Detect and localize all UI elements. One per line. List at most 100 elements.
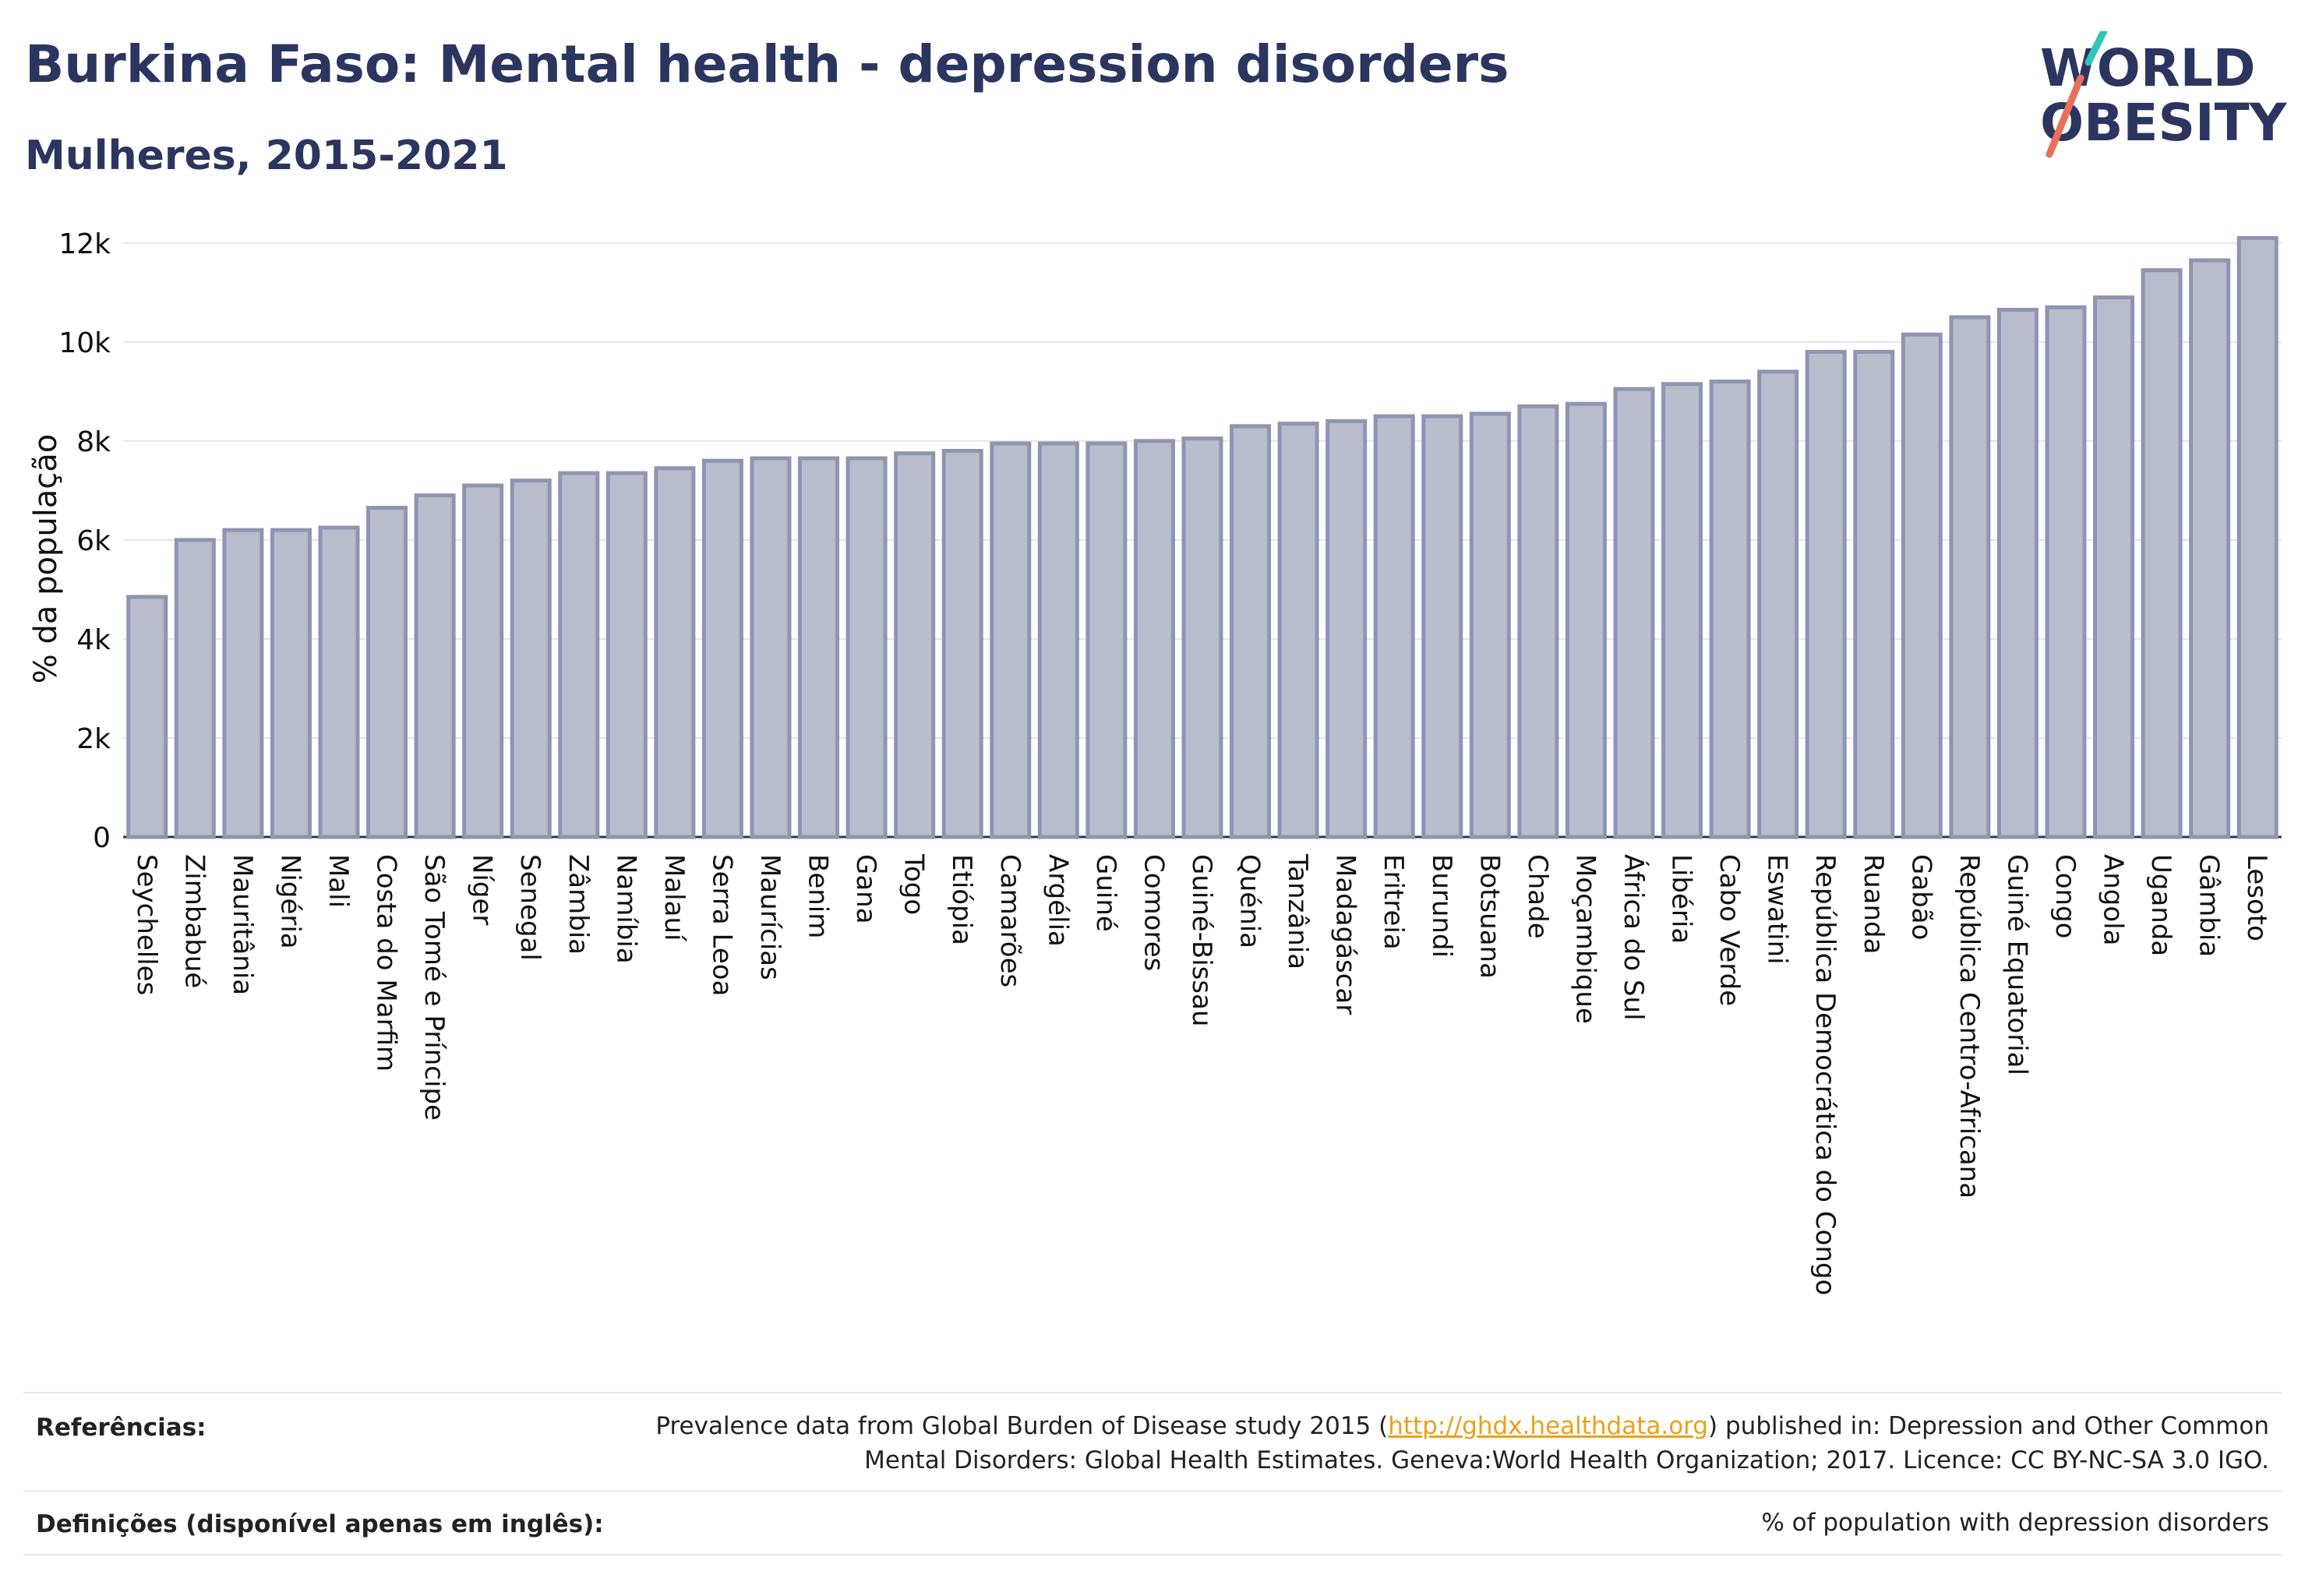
bar-Gâmbia[interactable]	[2189, 258, 2231, 839]
bar-República Democrática do Congo[interactable]	[1805, 350, 1847, 839]
bar-chart: 0 2k 4k 6k 8k 10k 12k Seychelles Zimbabué Maurit…	[28, 228, 2282, 1295]
footer-divider-bottom	[23, 1554, 2282, 1555]
bar-Maurícias[interactable]	[750, 456, 792, 839]
bar-Burundi[interactable]	[1421, 414, 1463, 839]
x-tick-label: Senegal	[514, 854, 545, 961]
references-line2: Mental Disorders: Global Health Estimate…	[864, 1446, 2269, 1474]
bar-Moçambique[interactable]	[1565, 401, 1607, 839]
x-tick-label: República Centro-Africana	[1954, 854, 1985, 1199]
x-tick-label: Malauí	[658, 854, 690, 942]
x-tick-label: Gabão	[1905, 854, 1936, 940]
bar-Senegal[interactable]	[510, 478, 552, 839]
bar-Seychelles[interactable]	[126, 595, 168, 839]
references-text: Prevalence data from Global Burden of Di…	[655, 1409, 2269, 1478]
bar-Benim[interactable]	[798, 456, 840, 839]
bar-Cabo Verde[interactable]	[1709, 380, 1751, 839]
x-tick-label: Uganda	[2145, 854, 2176, 956]
bar-Etiópia[interactable]	[941, 449, 983, 839]
bar-Mali[interactable]	[318, 525, 360, 839]
x-tick-label: Quénia	[1234, 854, 1265, 948]
x-tick-label: Tanzânia	[1282, 853, 1313, 969]
x-tick-label: Eswatini	[1762, 854, 1793, 965]
bar-Botsuana[interactable]	[1469, 411, 1511, 839]
bar-Serra Leoa[interactable]	[701, 458, 743, 839]
bars	[126, 235, 2279, 839]
x-tick-label: Chade	[1522, 854, 1553, 939]
y-axis-label: % da população	[28, 434, 64, 684]
bar-Eritreia[interactable]	[1373, 414, 1415, 839]
bar-Níger[interactable]	[462, 483, 504, 839]
bar-Tanzânia[interactable]	[1277, 422, 1319, 839]
bar-Guiné-Bissau[interactable]	[1181, 436, 1223, 839]
x-tick-label: Nigéria	[274, 854, 305, 949]
references-section: Referências: Prevalence data from Global…	[23, 1409, 2282, 1487]
bar-Gabão[interactable]	[1901, 332, 1943, 839]
bar-Guiné[interactable]	[1085, 441, 1128, 839]
y-tick-label: 6k	[76, 525, 111, 557]
bar-Congo[interactable]	[2045, 305, 2087, 839]
y-tick-label: 0	[93, 822, 111, 854]
world-obesity-logo: WORLD OBESITY	[2040, 31, 2288, 158]
footer-divider-middle	[23, 1490, 2282, 1492]
x-tick-label: Etiópia	[946, 854, 977, 945]
x-tick-label: Níger	[467, 854, 498, 925]
x-tick-label: Angola	[2098, 854, 2129, 945]
bar-Togo[interactable]	[894, 451, 936, 839]
x-tick-label: Burundi	[1426, 854, 1457, 958]
x-tick-label: República Democrática do Congo	[1809, 854, 1841, 1295]
bar-Quénia[interactable]	[1230, 424, 1272, 839]
x-tick-label: Togo	[898, 853, 930, 915]
y-tick-label: 4k	[76, 624, 111, 656]
bar-República Centro-Africana[interactable]	[1949, 315, 1991, 839]
bar-São Tomé e Príncipe[interactable]	[414, 493, 456, 839]
bar-Angola[interactable]	[2093, 295, 2135, 839]
definitions-text: % of population with depression disorder…	[1761, 1509, 2269, 1537]
bar-Madagáscar[interactable]	[1325, 418, 1368, 839]
bar-Eswatini[interactable]	[1757, 369, 1799, 839]
definitions-section: Definições (disponível apenas em inglês)…	[23, 1506, 2282, 1549]
bar-Camarões[interactable]	[990, 441, 1032, 839]
x-tick-label: Moçambique	[1569, 854, 1601, 1024]
x-tick-label: Zâmbia	[563, 854, 594, 955]
logo-line2: OBESITY	[2040, 93, 2288, 153]
x-tick-label: Ruanda	[1858, 854, 1889, 954]
bar-Ruanda[interactable]	[1853, 350, 1895, 839]
x-tick-label: Congo	[2049, 854, 2081, 938]
bar-Argélia[interactable]	[1037, 441, 1079, 839]
x-tick-label: Guiné	[1090, 854, 1121, 932]
bar-Malauí[interactable]	[654, 466, 696, 839]
x-tick-label: Guiné-Bissau	[1186, 854, 1217, 1026]
logo-slash-teal	[2084, 31, 2108, 66]
bar-Zimbabué[interactable]	[174, 538, 216, 839]
references-pre: Prevalence data from Global Burden of Di…	[655, 1412, 1389, 1440]
bar-Gana[interactable]	[845, 456, 888, 839]
bar-Mauritânia[interactable]	[222, 528, 264, 839]
bar-Namíbia[interactable]	[605, 471, 648, 839]
bar-Lesoto[interactable]	[2236, 235, 2279, 839]
x-tick-label: Libéria	[1666, 854, 1697, 944]
logo-slash-coral	[2046, 74, 2084, 158]
x-tick-label: Cabo Verde	[1714, 854, 1745, 1006]
bar-Chade[interactable]	[1517, 404, 1559, 839]
bar-África do Sul[interactable]	[1613, 387, 1655, 839]
x-axis-labels: Seychelles Zimbabué Mauritânia Nigéria Mali C…	[131, 853, 2272, 1295]
x-tick-label: Mali	[323, 854, 354, 908]
x-tick-label: Zimbabué	[178, 854, 210, 988]
y-axis-ticks: 0 2k 4k 6k 8k 10k 12k	[58, 228, 111, 854]
bar-Uganda[interactable]	[2141, 268, 2183, 839]
y-tick-label: 10k	[58, 327, 111, 359]
bar-Libéria[interactable]	[1661, 382, 1703, 839]
bar-Comores[interactable]	[1133, 439, 1175, 839]
bar-Guiné Equatorial[interactable]	[1996, 308, 2038, 839]
references-link[interactable]: http://ghdx.healthdata.org	[1388, 1412, 1709, 1440]
x-tick-label: Maurícias	[754, 854, 785, 980]
x-tick-label: Camarões	[994, 854, 1025, 987]
bar-Nigéria[interactable]	[270, 528, 312, 839]
x-tick-label: Eritreia	[1378, 854, 1409, 950]
x-tick-label: Benim	[803, 854, 834, 938]
page-subtitle: Mulheres, 2015-2021	[25, 132, 508, 179]
bar-Zâmbia[interactable]	[558, 471, 600, 839]
bar-Costa do Marfim[interactable]	[366, 506, 408, 839]
page-title: Burkina Faso: Mental health - depression…	[25, 34, 1509, 94]
y-tick-label: 2k	[76, 723, 111, 755]
